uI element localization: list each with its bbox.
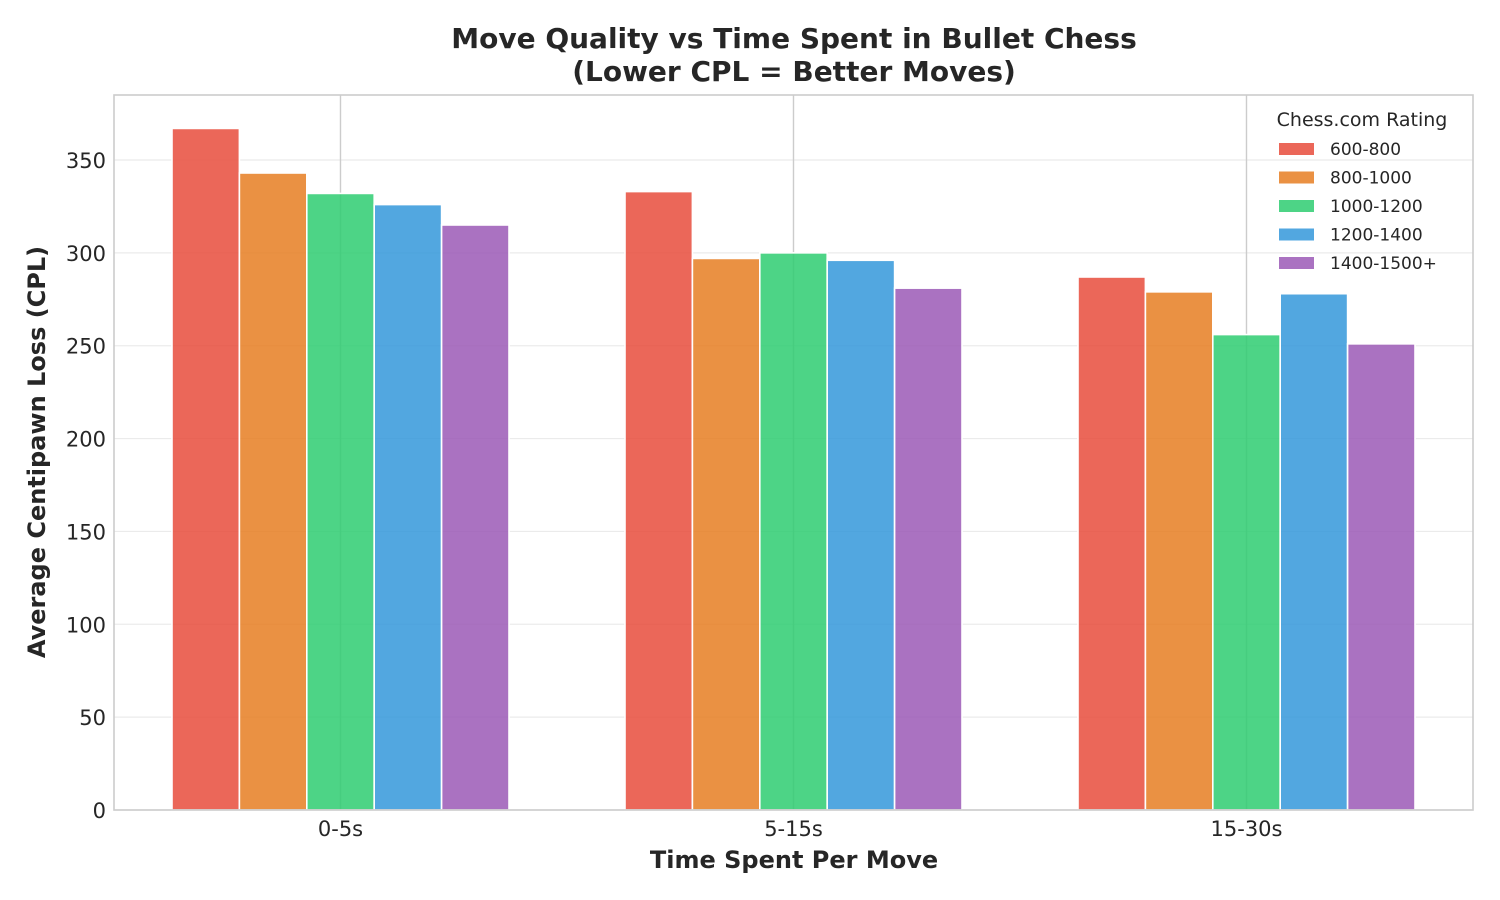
legend-swatch (1279, 257, 1314, 269)
legend-label: 1000-1200 (1330, 197, 1423, 217)
bar-1400-1500+-0-5s (440, 224, 510, 811)
x-tick-label: 15-30s (1211, 817, 1283, 841)
y-tick-label: 50 (79, 706, 106, 730)
legend: Chess.com Rating 600-800 800-1000 1000-120… (1277, 109, 1448, 274)
bar-1400-1500+-5-15s (893, 287, 963, 811)
legend-swatch (1279, 143, 1314, 155)
chart-title: Move Quality vs Time Spent in Bullet Che… (451, 22, 1137, 55)
bar-1200-1400-0-5s (373, 203, 443, 811)
legend-label: 1400-1500+ (1330, 254, 1437, 274)
legend-items: 600-800 800-1000 1000-1200 1200-1400 1400-15… (1279, 140, 1437, 274)
bar-800-1000-15-30s (1144, 291, 1214, 811)
bar-800-1000-0-5s (238, 172, 308, 811)
bar-600-800-5-15s (624, 190, 694, 811)
y-tick-label: 200 (66, 428, 106, 452)
legend-swatch (1279, 228, 1314, 241)
y-tick-label: 150 (66, 520, 106, 544)
bar-600-800-15-30s (1077, 276, 1147, 811)
x-tick-label: 5-15s (764, 817, 823, 841)
x-tick-label: 0-5s (318, 817, 363, 841)
bar-600-800-0-5s (171, 127, 241, 811)
legend-title: Chess.com Rating (1277, 109, 1448, 131)
legend-label: 1200-1400 (1330, 226, 1423, 246)
y-tick-label: 0 (93, 799, 106, 823)
x-axis-ticks: 0-5s 5-15s 15-30s (318, 817, 1283, 841)
legend-label: 800-1000 (1330, 169, 1412, 189)
legend-label: 600-800 (1330, 140, 1401, 160)
y-tick-label: 100 (66, 613, 106, 637)
y-tick-label: 250 (66, 335, 106, 359)
bar-1200-1400-5-15s (826, 259, 896, 811)
bars (171, 127, 1416, 811)
y-axis-ticks: 0 50 100 150 200 250 300 350 (66, 149, 106, 823)
bar-1000-1200-5-15s (758, 252, 828, 811)
bar-800-1000-5-15s (691, 257, 761, 811)
legend-swatch (1279, 171, 1314, 184)
bar-1200-1400-15-30s (1279, 292, 1349, 811)
bar-1000-1200-0-5s (305, 192, 375, 811)
plot-frame (113, 94, 1474, 811)
bar-1400-1500+-15-30s (1346, 343, 1416, 811)
y-tick-label: 300 (66, 242, 106, 266)
y-tick-label: 350 (66, 149, 106, 173)
plot-area (113, 94, 1474, 811)
chart-subtitle: (Lower CPL = Better Moves) (572, 55, 1016, 88)
bar-1000-1200-15-30s (1212, 333, 1282, 811)
y-axis-label: Average Centipawn Loss (CPL) (23, 246, 51, 658)
x-axis-label: Time Spent Per Move (650, 846, 938, 874)
legend-swatch (1279, 200, 1314, 212)
